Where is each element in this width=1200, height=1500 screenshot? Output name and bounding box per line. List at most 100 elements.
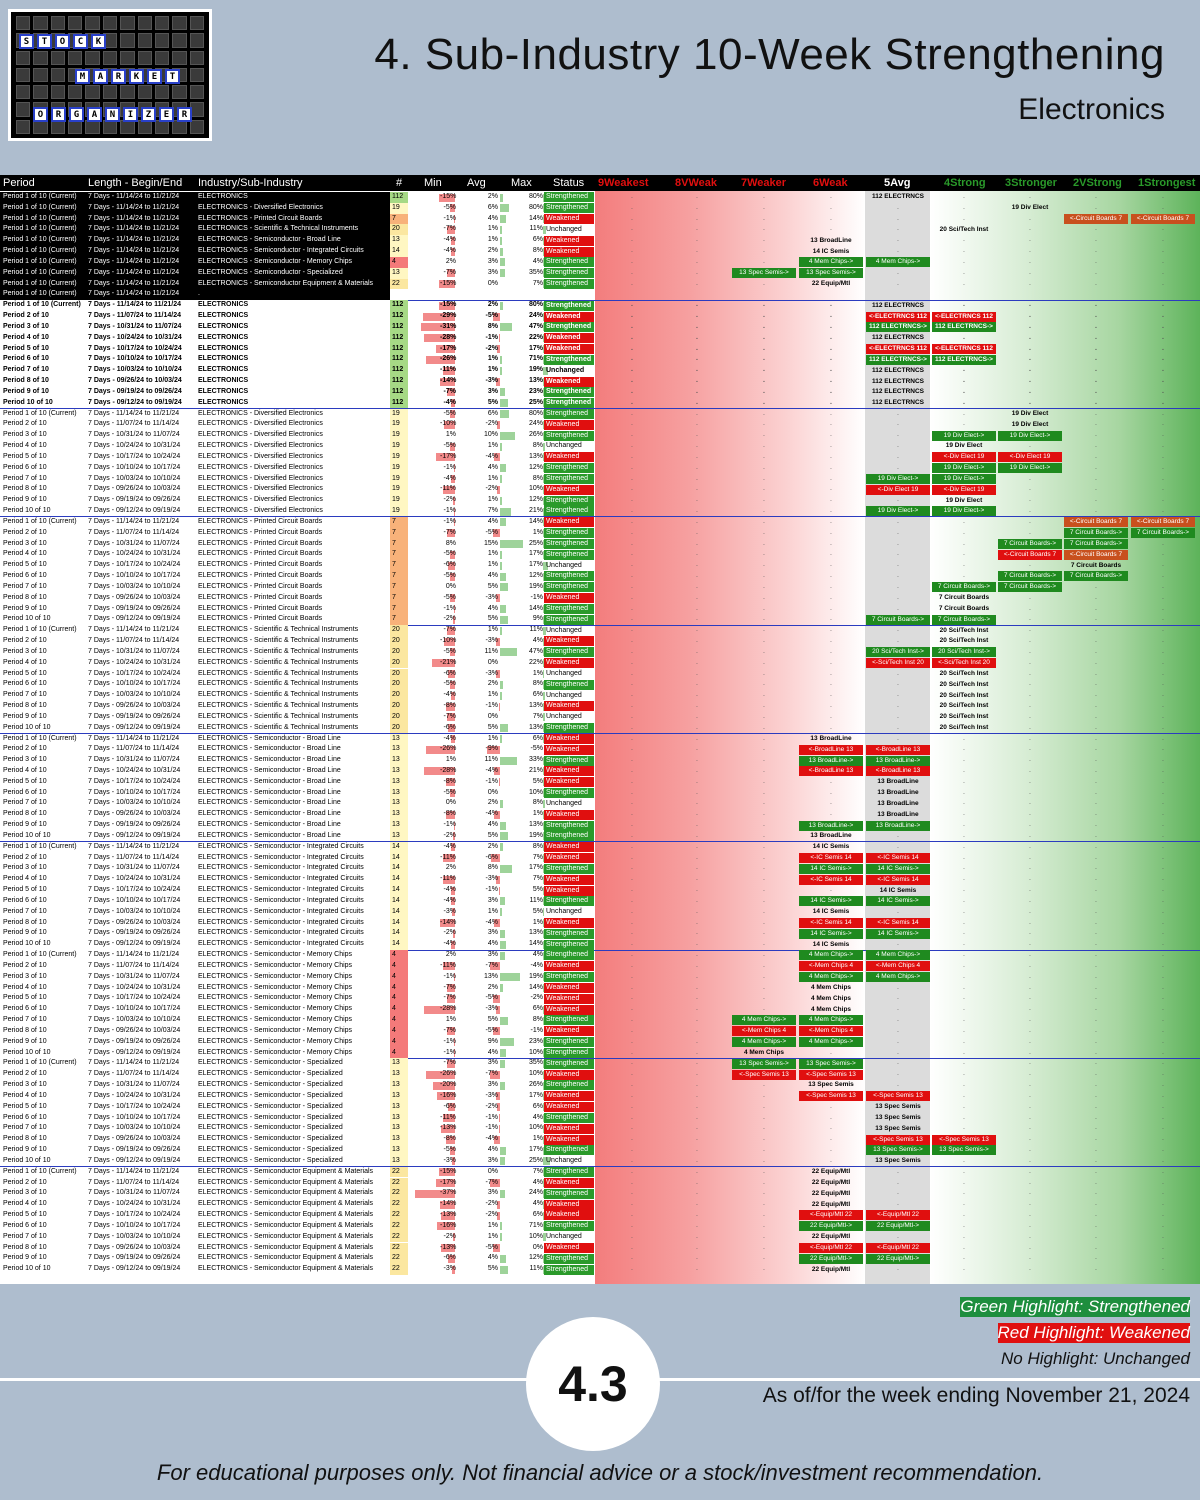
rank-tag: 20 Sci/Tech Inst: [939, 626, 989, 634]
empty-marker: .: [763, 279, 765, 287]
avg-bar: [500, 204, 509, 213]
row-label-cell: [0, 354, 390, 366]
avg-cell: -3%: [485, 377, 498, 385]
rank-tag: 22 Equip/Mtl: [811, 1189, 851, 1197]
min-cell: 2%: [445, 951, 456, 959]
row-label-cell: [0, 441, 390, 452]
empty-marker: .: [1162, 853, 1164, 861]
min-cell: 1%: [445, 1016, 456, 1024]
max-bar: [543, 1168, 545, 1177]
avg-bar: [492, 1244, 500, 1252]
empty-marker: .: [830, 355, 832, 363]
empty-marker: .: [1095, 604, 1097, 612]
max-cell: 1%: [532, 669, 543, 677]
min-cell: -15%: [440, 193, 457, 200]
max-cell: 12%: [528, 463, 543, 471]
empty-marker: .: [897, 593, 899, 601]
empty-marker: .: [1095, 225, 1097, 233]
empty-marker: .: [963, 777, 965, 785]
empty-marker: .: [696, 279, 698, 287]
avg-bar: [500, 1081, 505, 1090]
logo-tile: [68, 85, 83, 100]
industry-cell: ELECTRONICS - Semiconductor - Memory Chi…: [198, 1048, 353, 1056]
empty-marker: .: [830, 344, 832, 352]
empty-marker: .: [696, 691, 698, 699]
empty-marker: .: [1095, 1211, 1097, 1219]
length-cell: 7 Days - 10/03/24 to 10/10/24: [88, 1016, 181, 1024]
industry-cell: ELECTRONICS: [198, 355, 249, 363]
empty-marker: .: [1029, 907, 1031, 915]
length-cell: 7 Days - 11/07/24 to 11/14/24: [88, 637, 180, 645]
avg-cell: -1%: [485, 1113, 498, 1121]
empty-marker: .: [1029, 777, 1031, 785]
period-cell: Period 10 of 10: [3, 1048, 51, 1056]
empty-marker: .: [763, 864, 765, 872]
rank-tag: 14 IC Semis->: [799, 863, 863, 874]
avg-bar: [500, 561, 502, 570]
empty-marker: .: [1095, 1048, 1097, 1056]
length-cell: 7 Days - 11/14/24 to 11/21/24: [88, 734, 180, 742]
table-row: Period 6 of 10 7 Days - 10/10/24 to 10/17…: [0, 679, 1200, 691]
empty-marker: .: [897, 517, 899, 525]
empty-marker: .: [631, 604, 633, 612]
max-cell: 26%: [528, 431, 543, 439]
rank-tag: 13 Spec Semis: [875, 1157, 921, 1165]
length-cell: 7 Days - 11/14/24 to 11/21/24: [88, 409, 180, 417]
industry-cell: ELECTRONICS - Printed Circuit Boards: [198, 604, 323, 612]
length-cell: 7 Days - 09/26/24 to 10/03/24: [88, 1135, 181, 1143]
avg-cell: 3%: [487, 387, 498, 395]
avg-cell: -7%: [485, 961, 498, 969]
avg-cell: 1%: [487, 1221, 498, 1229]
empty-marker: .: [631, 301, 633, 309]
empty-marker: .: [696, 420, 698, 428]
length-cell: 7 Days - 10/17/24 to 10/24/24: [88, 994, 181, 1002]
min-bar: [447, 1027, 455, 1036]
count-cell: 13: [390, 1080, 408, 1091]
table-row: Period 2 of 10 7 Days - 11/07/24 to 11/14…: [0, 636, 1200, 647]
industry-cell: ELECTRONICS - Diversified Electronics: [198, 409, 323, 417]
empty-marker: .: [1162, 1221, 1164, 1229]
empty-marker: .: [631, 853, 633, 861]
empty-marker: .: [830, 193, 832, 200]
empty-marker: .: [830, 647, 832, 655]
status-badge: Strengthened: [544, 257, 594, 268]
length-cell: 7 Days - 10/31/24 to 11/07/24: [88, 539, 180, 547]
table-row: Period 5 of 10 7 Days - 10/17/24 to 10/24…: [0, 668, 1200, 680]
min-cell: -4%: [443, 734, 456, 742]
empty-marker: .: [830, 485, 832, 493]
empty-marker: .: [763, 1091, 765, 1099]
period-cell: Period 9 of 10: [3, 1146, 47, 1154]
max-cell: 19%: [528, 972, 543, 980]
min-bar: [449, 572, 455, 581]
max-cell: 17%: [528, 561, 543, 569]
rank-tag: 13 BroadLine: [810, 236, 852, 244]
max-cell: 21%: [528, 766, 543, 774]
empty-marker: .: [763, 214, 765, 222]
industry-cell: ELECTRONICS - Semiconductor - Specialize…: [198, 1070, 343, 1078]
min-cell: -5%: [443, 572, 456, 580]
period-cell: Period 8 of 10: [3, 918, 47, 926]
count-cell: 112: [390, 311, 408, 322]
rank-tag: 13 Spec Semis->: [866, 1145, 930, 1156]
count-cell: 20: [390, 636, 408, 647]
empty-marker: .: [1095, 268, 1097, 276]
length-cell: 7 Days - 10/10/24 to 10/17/24: [88, 355, 182, 363]
empty-marker: .: [1029, 1113, 1031, 1121]
length-cell: 7 Days - 11/14/24 to 11/21/24: [88, 247, 180, 255]
length-cell: 7 Days - 11/14/24 to 11/21/24: [88, 268, 180, 276]
max-cell: 1%: [532, 918, 543, 926]
empty-marker: .: [1029, 810, 1031, 818]
industry-cell: ELECTRONICS - Semiconductor Equipment & …: [198, 1254, 374, 1262]
rank-tag: 4 Mem Chips->: [866, 950, 930, 961]
empty-marker: .: [696, 886, 698, 894]
empty-marker: .: [830, 561, 832, 569]
min-cell: -8%: [443, 702, 456, 709]
empty-marker: .: [1029, 1265, 1031, 1273]
max-cell: -5%: [530, 745, 543, 753]
avg-cell: 9%: [487, 1037, 498, 1045]
table-row: Period 1 of 10 (Current) 7 Days - 11/14/2…: [0, 950, 1200, 961]
max-cell: 10%: [528, 1070, 543, 1078]
avg-bar: [497, 420, 500, 429]
period-cell: Period 3 of 10: [3, 972, 47, 980]
